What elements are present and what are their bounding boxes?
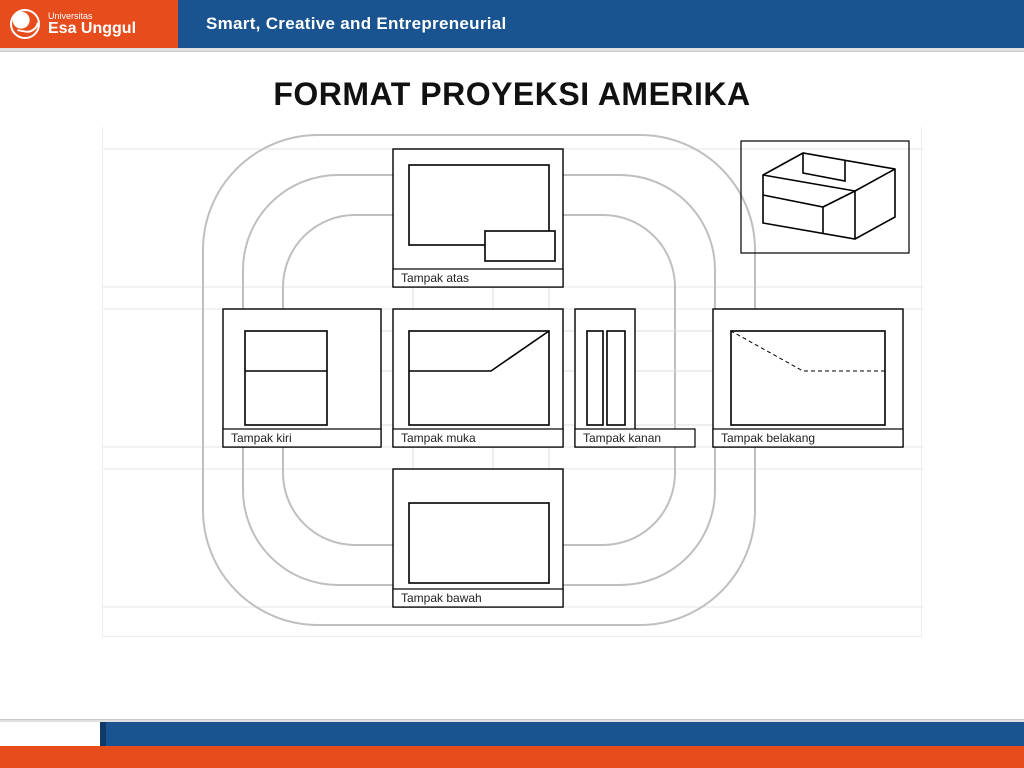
footer-orange-bar (0, 746, 1024, 768)
label-left: Tampak kiri (231, 431, 292, 445)
brand-logo: Universitas Esa Unggul (0, 0, 178, 48)
label-back: Tampak belakang (721, 431, 815, 445)
label-front: Tampak muka (401, 431, 476, 445)
brand-main: Esa Unggul (48, 21, 136, 37)
header-divider (0, 48, 1024, 52)
tagline: Smart, Creative and Entrepreneurial (206, 14, 507, 34)
header-bar: Universitas Esa Unggul Smart, Creative a… (0, 0, 1024, 48)
page-title: FORMAT PROYEKSI AMERIKA (0, 76, 1024, 113)
label-top: Tampak atas (401, 271, 469, 285)
label-bottom: Tampak bawah (401, 591, 482, 605)
footer-blue-bar (100, 722, 1024, 746)
logo-icon (10, 9, 40, 39)
projection-diagram: Tampak atas Tampak kiri Tampak muka Tamp… (102, 127, 922, 637)
label-right: Tampak kanan (583, 431, 661, 445)
footer (0, 714, 1024, 768)
